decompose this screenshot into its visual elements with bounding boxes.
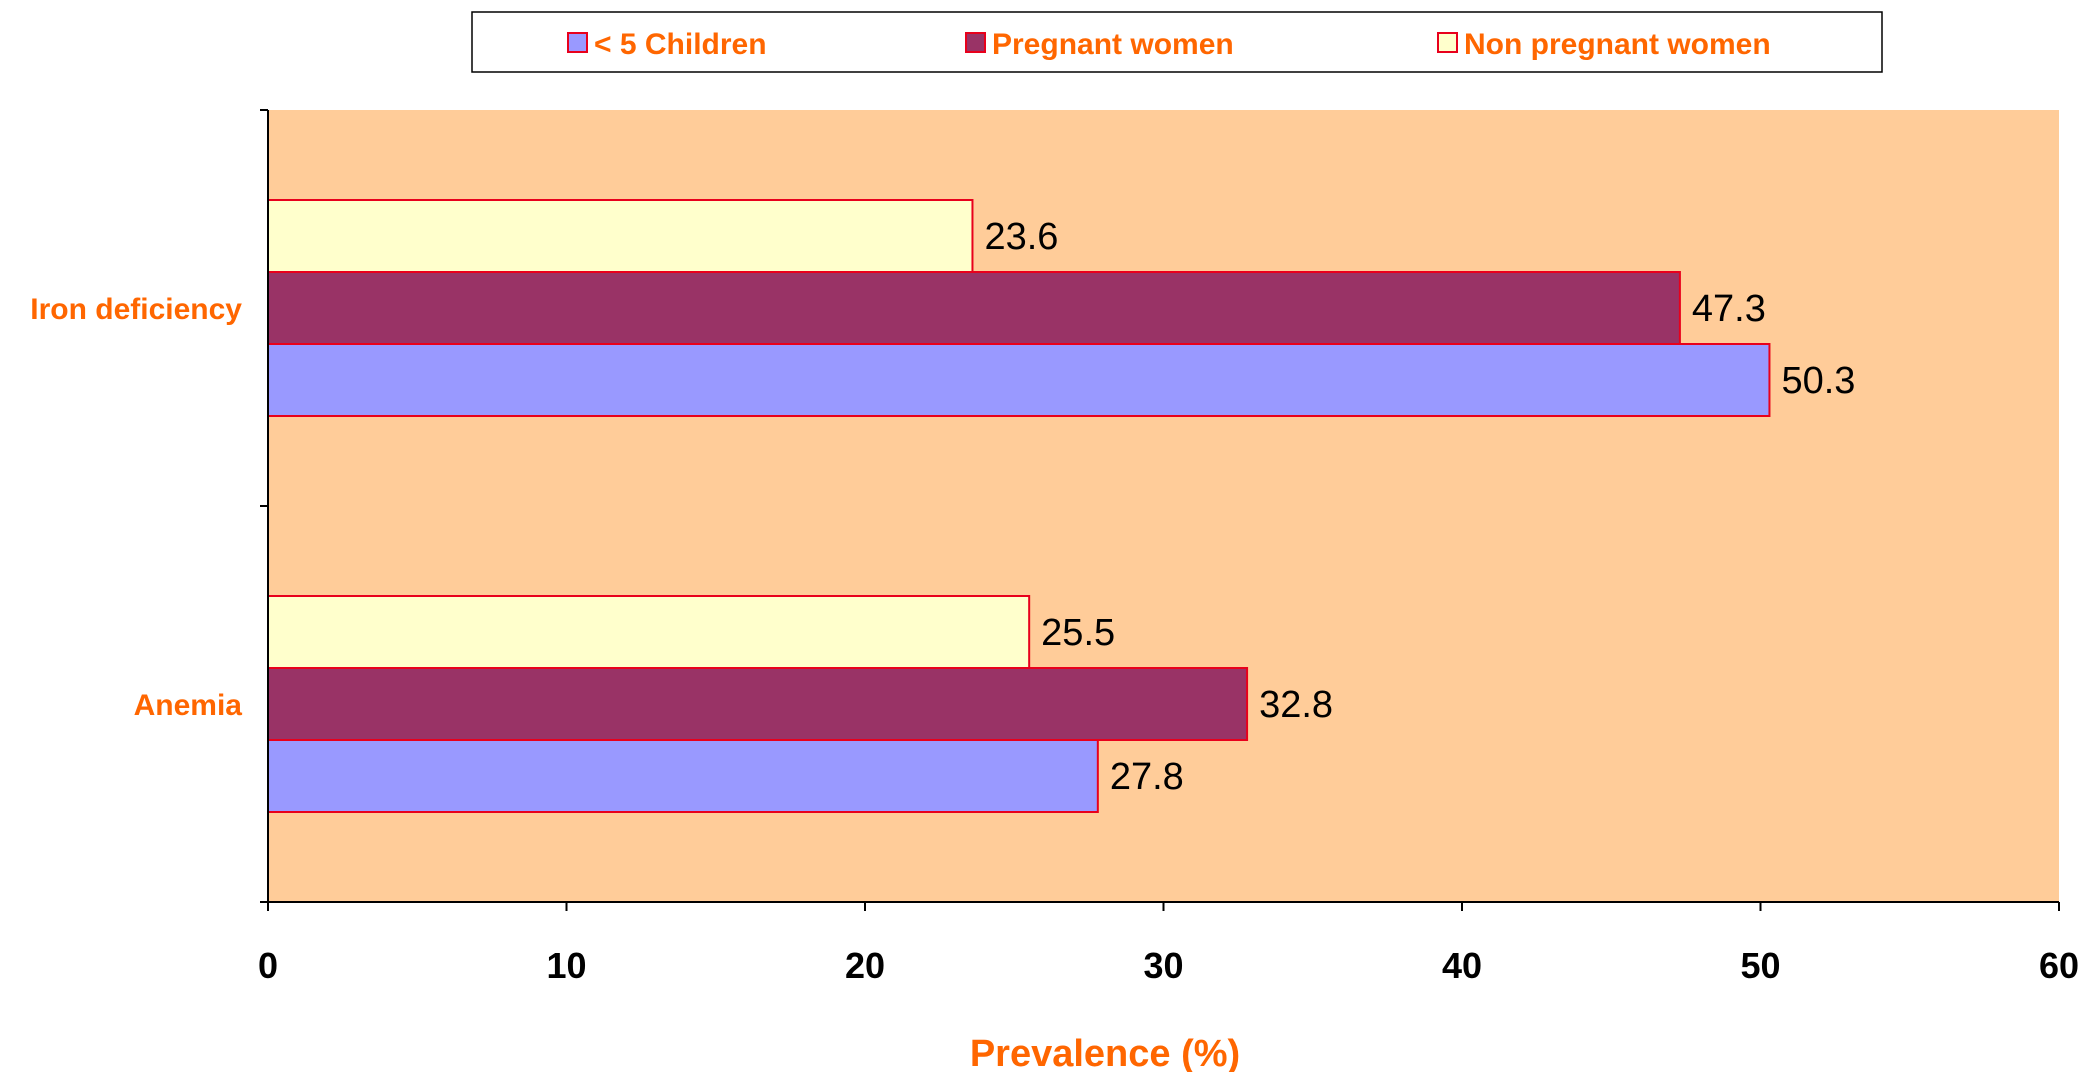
- axes: [260, 109, 2060, 911]
- data-label: 50.3: [1781, 360, 1855, 402]
- data-label: 27.8: [1110, 756, 1184, 798]
- legend-swatch: [1437, 32, 1458, 53]
- x-tick-label: 50: [1740, 945, 1780, 986]
- legend-label: Pregnant women: [992, 28, 1234, 61]
- x-tick-label: 10: [546, 945, 586, 986]
- x-tick-label: 0: [258, 945, 278, 986]
- legend-label: Non pregnant women: [1464, 28, 1771, 61]
- category-label: Iron deficiency: [30, 293, 242, 326]
- bar: [267, 343, 1771, 417]
- x-tick-label: 20: [845, 945, 885, 986]
- bars: [267, 199, 1771, 813]
- category-label: Anemia: [134, 689, 243, 722]
- data-label: 23.6: [984, 216, 1058, 258]
- x-axis-title: Prevalence (%): [970, 1033, 1240, 1072]
- bar: [267, 595, 1031, 669]
- legend-label: < 5 Children: [594, 28, 767, 61]
- x-tick-label: 60: [2039, 945, 2079, 986]
- bar: [267, 199, 974, 273]
- legend-swatch: [567, 32, 588, 53]
- legend-swatch: [965, 32, 986, 53]
- data-label: 25.5: [1041, 612, 1115, 654]
- data-label: 47.3: [1692, 288, 1766, 330]
- bar: [267, 739, 1099, 813]
- legend-box: [471, 11, 1883, 73]
- data-labels: 27.8 32.8 25.5 50.3 47.3 23.6: [984, 216, 1855, 798]
- bar: [267, 271, 1681, 345]
- legend: < 5 Children Pregnant women Non pregnant w…: [471, 11, 1883, 73]
- tick-labels: 0 10 20 30 40 50 60: [258, 945, 2079, 986]
- category-labels: Anemia Iron deficiency: [30, 293, 242, 722]
- bar: [267, 667, 1249, 741]
- x-tick-label: 30: [1143, 945, 1183, 986]
- x-tick-label: 40: [1442, 945, 1482, 986]
- data-label: 32.8: [1259, 684, 1333, 726]
